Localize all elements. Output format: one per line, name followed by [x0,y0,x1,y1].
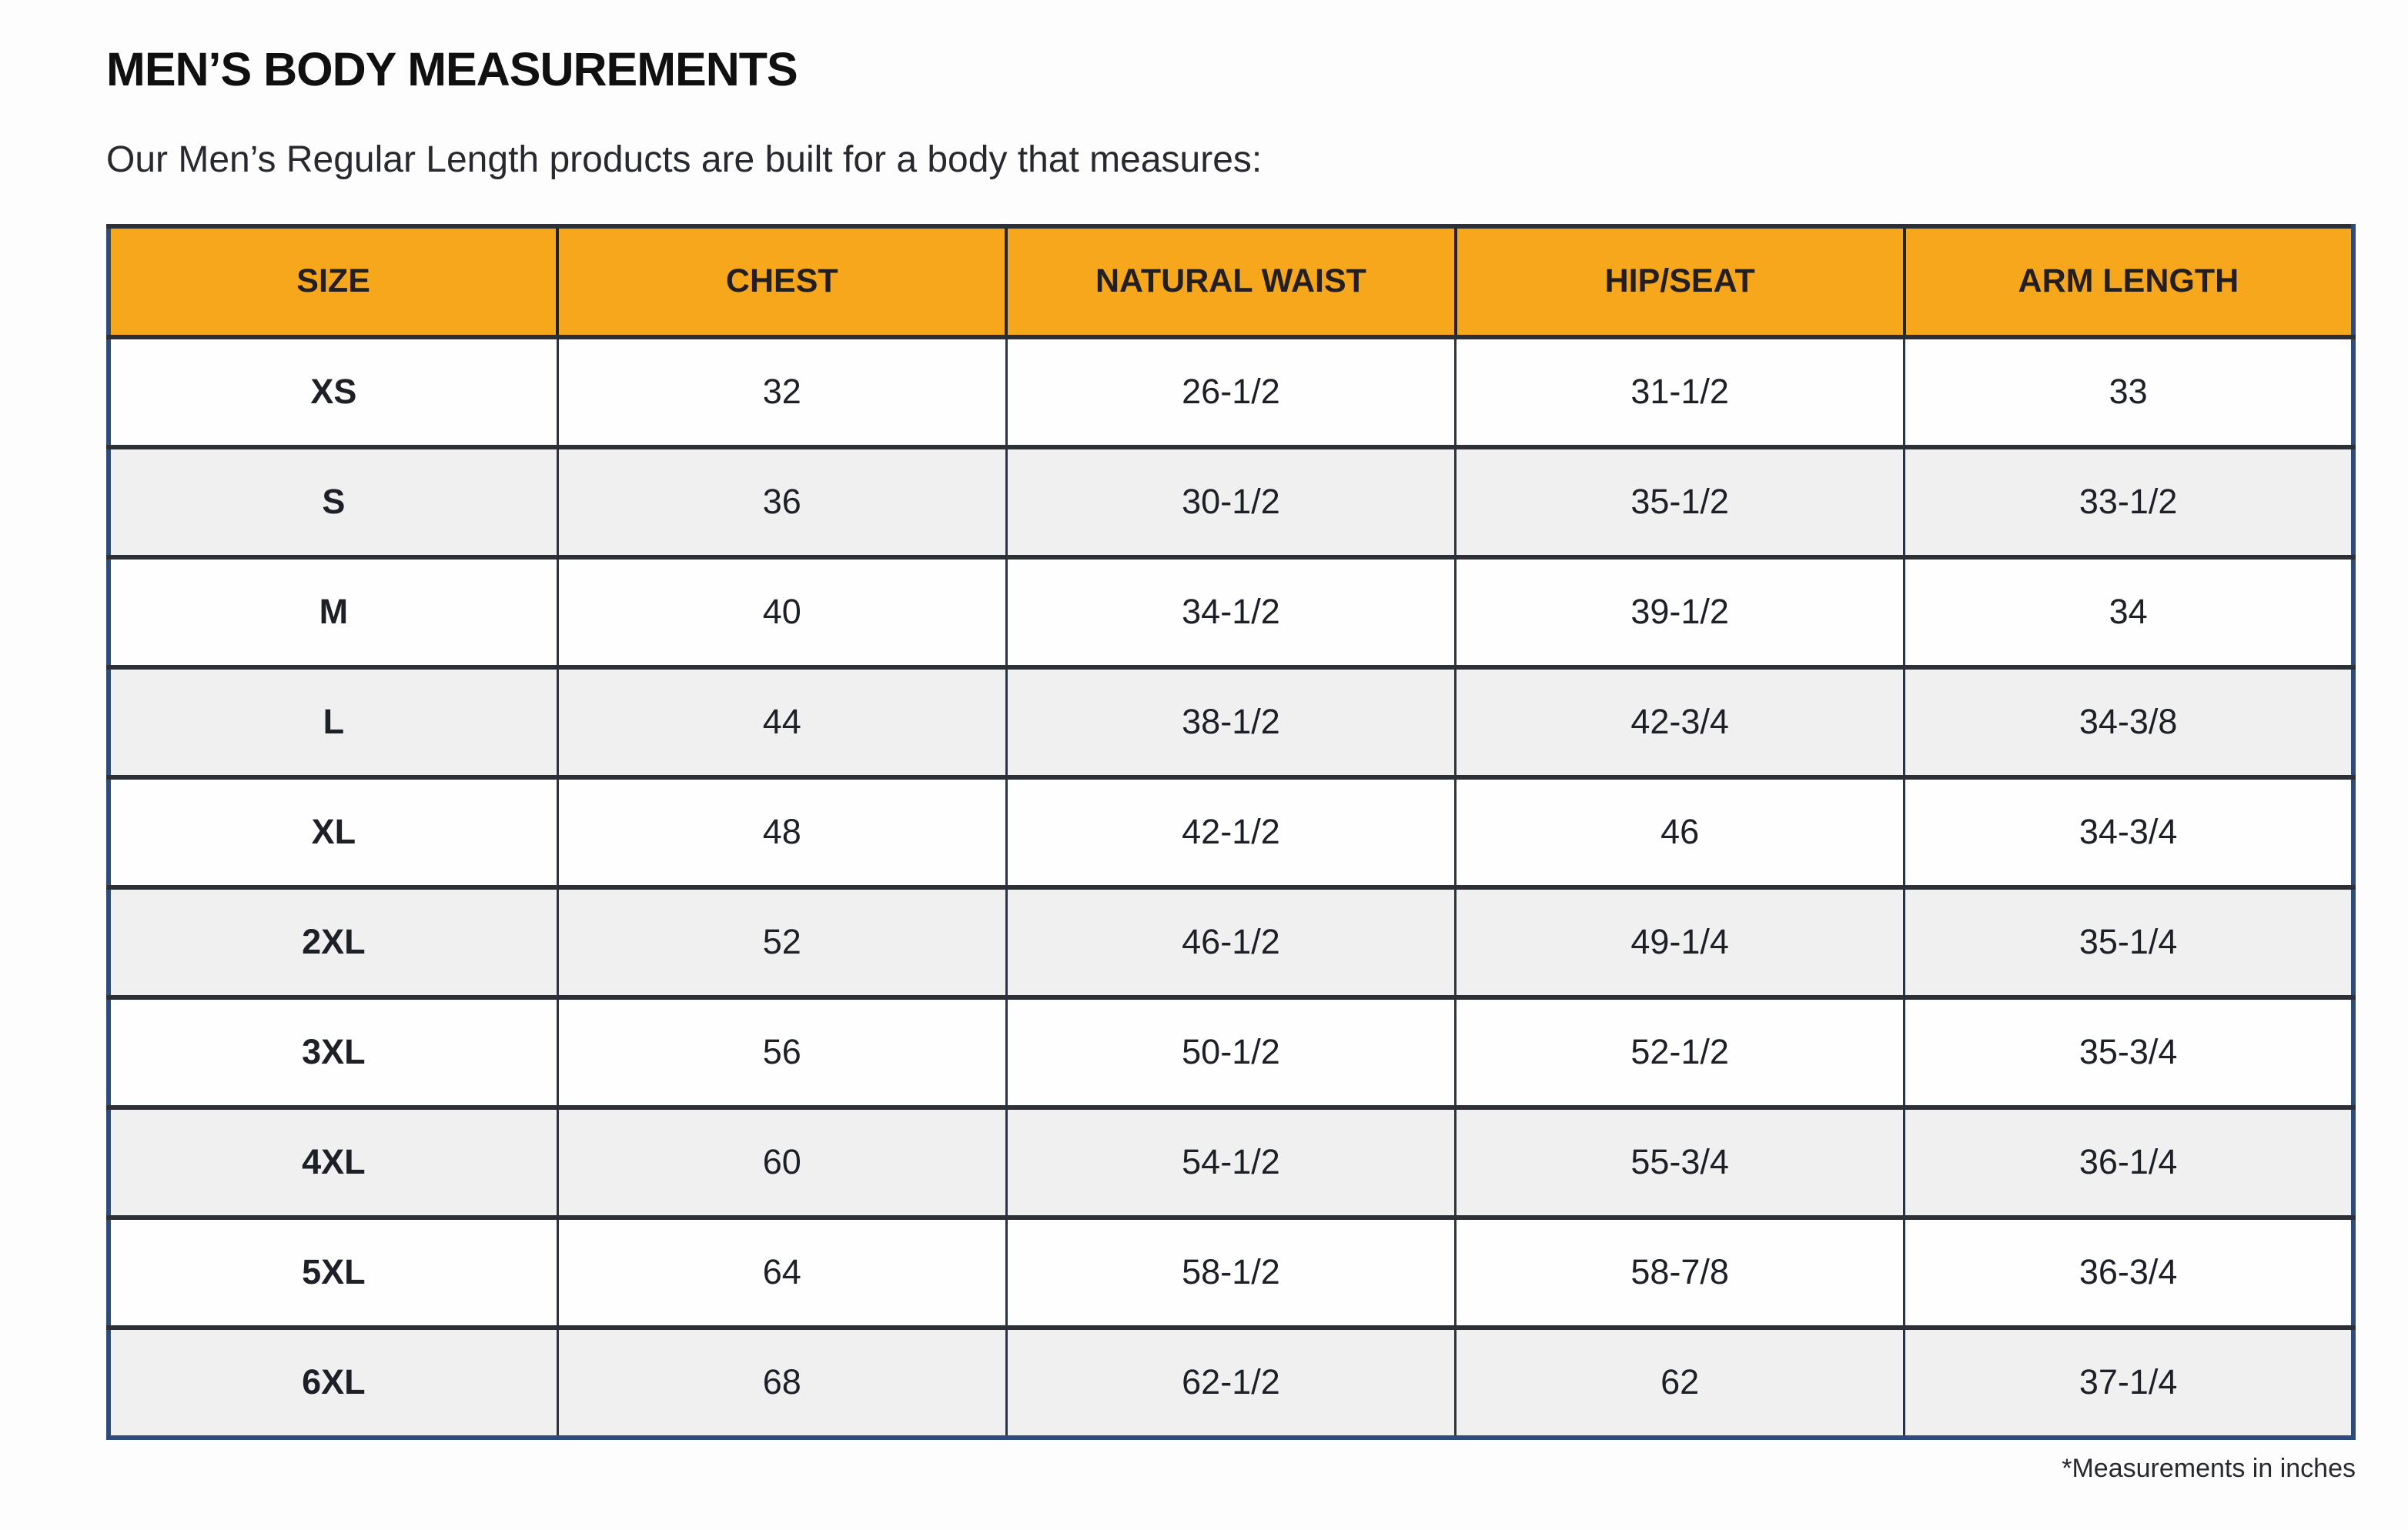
cell-natural-waist: 38-1/2 [1005,666,1456,777]
measurements-footnote: *Measurements in inches [2062,1453,2356,1483]
cell-hip-seat: 49-1/4 [1454,887,1905,997]
table-body: XS 32 26-1/2 31-1/2 33 S 36 30-1/2 35-1/2 33-1/2 M… [109,336,2353,1438]
cell-natural-waist: 50-1/2 [1005,997,1456,1107]
column-header-arm-length: ARM LENGTH [1902,225,2353,337]
cell-chest: 68 [556,1327,1007,1438]
cell-natural-waist: 30-1/2 [1005,446,1456,557]
cell-size: 5XL [109,1217,558,1328]
table-row-xs: XS 32 26-1/2 31-1/2 33 [109,336,2353,447]
table-row-xl: XL 48 42-1/2 46 34-3/4 [109,777,2353,887]
cell-chest: 52 [556,887,1007,997]
table-row-3xl: 3XL 56 50-1/2 52-1/2 35-3/4 [109,997,2353,1107]
cell-chest: 36 [556,446,1007,557]
table-row-m: M 40 34-1/2 39-1/2 34 [109,556,2353,667]
cell-size: L [109,666,558,777]
page-title: MEN’S BODY MEASUREMENTS [106,43,798,95]
cell-size: 6XL [109,1327,558,1438]
cell-natural-waist: 42-1/2 [1005,777,1456,887]
cell-size: 4XL [109,1107,558,1218]
table-row-4xl: 4XL 60 54-1/2 55-3/4 36-1/4 [109,1107,2353,1218]
cell-chest: 60 [556,1107,1007,1218]
cell-natural-waist: 62-1/2 [1005,1327,1456,1438]
cell-hip-seat: 39-1/2 [1454,556,1905,667]
cell-chest: 44 [556,666,1007,777]
cell-hip-seat: 58-7/8 [1454,1217,1905,1328]
cell-hip-seat: 46 [1454,777,1905,887]
cell-arm-length: 33 [1903,336,2353,447]
cell-hip-seat: 35-1/2 [1454,446,1905,557]
cell-arm-length: 34 [1903,556,2353,667]
cell-size: S [109,446,558,557]
cell-chest: 32 [556,336,1007,447]
table-row-s: S 36 30-1/2 35-1/2 33-1/2 [109,446,2353,557]
cell-arm-length: 37-1/4 [1903,1327,2353,1438]
cell-chest: 64 [556,1217,1007,1328]
cell-arm-length: 35-1/4 [1903,887,2353,997]
cell-hip-seat: 42-3/4 [1454,666,1905,777]
cell-chest: 40 [556,556,1007,667]
column-header-hip-seat: HIP/SEAT [1453,225,1905,337]
measurements-table: SIZE CHEST NATURAL WAIST HIP/SEAT ARM LENGTH… [106,223,2356,1440]
column-header-chest: CHEST [556,225,1007,337]
table-row-l: L 44 38-1/2 42-3/4 34-3/8 [109,666,2353,777]
cell-natural-waist: 58-1/2 [1005,1217,1456,1328]
cell-arm-length: 36-1/4 [1903,1107,2353,1218]
column-header-natural-waist: NATURAL WAIST [1005,225,1456,337]
cell-arm-length: 35-3/4 [1903,997,2353,1107]
cell-chest: 56 [556,997,1007,1107]
table-row-5xl: 5XL 64 58-1/2 58-7/8 36-3/4 [109,1217,2353,1328]
cell-natural-waist: 34-1/2 [1005,556,1456,667]
page-subtitle: Our Men’s Regular Length products are bu… [106,139,1263,181]
cell-arm-length: 33-1/2 [1903,446,2353,557]
cell-arm-length: 36-3/4 [1903,1217,2353,1328]
cell-natural-waist: 46-1/2 [1005,887,1456,997]
table-header: SIZE CHEST NATURAL WAIST HIP/SEAT ARM LENGTH [109,225,2353,337]
cell-size: M [109,556,558,667]
header-row: SIZE CHEST NATURAL WAIST HIP/SEAT ARM LENGTH [109,225,2353,337]
cell-hip-seat: 55-3/4 [1454,1107,1905,1218]
cell-chest: 48 [556,777,1007,887]
cell-natural-waist: 54-1/2 [1005,1107,1456,1218]
cell-natural-waist: 26-1/2 [1005,336,1456,447]
column-header-size: SIZE [109,225,558,337]
cell-hip-seat: 52-1/2 [1454,997,1905,1107]
cell-size: 2XL [109,887,558,997]
cell-arm-length: 34-3/8 [1903,666,2353,777]
table-row-2xl: 2XL 52 46-1/2 49-1/4 35-1/4 [109,887,2353,997]
cell-hip-seat: 62 [1454,1327,1905,1438]
cell-arm-length: 34-3/4 [1903,777,2353,887]
cell-size: 3XL [109,997,558,1107]
table-row-6xl: 6XL 68 62-1/2 62 37-1/4 [109,1327,2353,1438]
cell-size: XS [109,336,558,447]
cell-hip-seat: 31-1/2 [1454,336,1905,447]
cell-size: XL [109,777,558,887]
